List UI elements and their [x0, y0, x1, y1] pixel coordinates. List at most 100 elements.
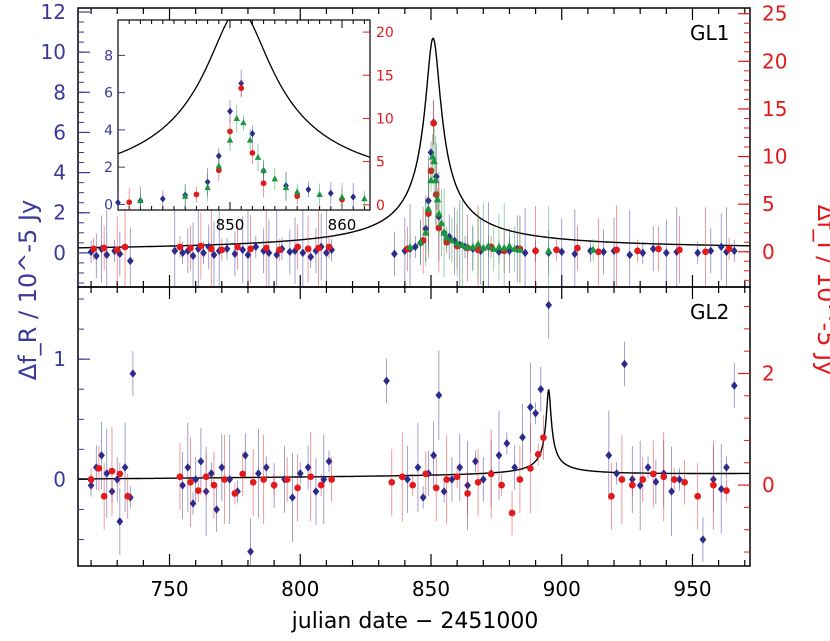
inset-y-left-tick-label: 6 — [104, 86, 113, 102]
y-right-tick-label: 2 — [762, 361, 775, 385]
data-point-i — [95, 464, 103, 472]
data-point-i — [294, 484, 302, 492]
inset-data-point-i — [260, 180, 267, 187]
data-point-i — [594, 248, 602, 256]
data-point-r — [207, 469, 215, 478]
data-point-r — [218, 463, 226, 472]
data-point-v — [406, 242, 414, 250]
y-axis-title-left: Δf_R / 10^-5 Jy — [14, 200, 42, 380]
data-point-i — [194, 487, 202, 495]
data-point-i — [307, 473, 315, 481]
data-point-i — [534, 451, 542, 458]
data-point-r — [184, 463, 192, 472]
data-point-r — [571, 249, 579, 259]
data-point-i — [187, 478, 194, 486]
y-right-tick-label: 20 — [762, 49, 787, 73]
data-points — [87, 287, 738, 566]
data-point-i — [325, 243, 333, 251]
data-point-r — [121, 463, 129, 472]
data-point-r — [255, 469, 262, 478]
data-point-i — [608, 492, 615, 500]
data-points — [87, 100, 738, 287]
data-point-v — [495, 242, 503, 250]
data-point-i — [87, 476, 95, 483]
data-point-r — [448, 475, 456, 484]
y-right-tick-label: 0 — [762, 473, 775, 497]
data-point-i — [618, 476, 626, 483]
data-point-r — [613, 469, 621, 478]
data-point-i — [649, 470, 657, 478]
data-point-i — [315, 244, 322, 252]
data-point-i — [90, 245, 98, 253]
data-point-i — [681, 478, 688, 486]
data-point-v — [510, 244, 519, 252]
data-point-r — [699, 535, 707, 544]
data-point-i — [453, 473, 461, 481]
data-point-i — [262, 244, 270, 252]
y-right-tick-label: 10 — [762, 145, 787, 169]
data-point-v — [516, 245, 524, 253]
data-point-r — [558, 247, 566, 257]
inset-y-left-tick-label: 8 — [104, 48, 113, 64]
data-point-i — [613, 246, 621, 254]
data-point-i — [574, 244, 581, 252]
data-point-v — [469, 242, 477, 250]
data-point-i — [443, 476, 451, 483]
x-tick-label: 900 — [543, 577, 581, 601]
data-point-i — [710, 481, 717, 489]
data-point-i — [124, 492, 132, 500]
data-point-i — [294, 243, 302, 251]
inset-data-point-v — [240, 119, 247, 126]
data-point-r — [179, 248, 186, 258]
data-point-r — [273, 250, 281, 260]
data-point-r — [419, 493, 427, 502]
data-point-i — [275, 246, 283, 254]
model-curve — [78, 389, 750, 480]
data-point-r — [307, 252, 315, 262]
data-point-r — [296, 469, 304, 478]
data-point-i — [526, 464, 534, 472]
data-point-i — [670, 476, 678, 483]
data-point-r — [171, 246, 179, 256]
data-point-i — [202, 473, 210, 481]
inset-data-point-r — [350, 193, 357, 201]
data-point-r — [521, 248, 529, 258]
data-point-i — [432, 484, 440, 492]
data-point-r — [430, 451, 437, 460]
inset-frame — [117, 19, 371, 211]
data-point-i — [474, 478, 482, 486]
inset-data-point-v — [293, 188, 301, 195]
data-point-r — [189, 499, 197, 508]
data-point-r — [605, 451, 613, 460]
data-point-i — [464, 490, 471, 497]
data-point-i — [221, 476, 228, 483]
y-right-tick-label: 15 — [762, 97, 787, 121]
model-line — [78, 389, 750, 480]
data-point-i — [218, 246, 226, 254]
data-point-i — [508, 509, 516, 517]
inset-y-left-tick-label: 2 — [104, 160, 113, 176]
panel-frame — [77, 286, 751, 567]
data-point-r — [472, 457, 479, 466]
data-point-v — [433, 195, 442, 203]
data-point-r — [192, 475, 200, 484]
data-point-i — [197, 242, 205, 250]
data-point-r — [391, 249, 398, 259]
data-point-i — [398, 473, 406, 481]
data-point-r — [600, 247, 607, 257]
data-point-v — [440, 228, 448, 236]
data-point-i — [723, 487, 730, 495]
data-point-v — [500, 243, 508, 251]
inset-data-point-r — [327, 189, 334, 197]
data-point-r — [113, 475, 121, 484]
data-point-i — [676, 246, 683, 254]
inset-data-point-r — [249, 130, 256, 138]
panel-gl1: 0 2 4 6 8 10 12 0 5 10 15 20 25 GL1 850 860 0 2 4 6 8 0 5 10 1… — [41, 0, 787, 288]
inset-data-point-v — [282, 183, 290, 191]
data-point-r — [247, 547, 254, 556]
data-point-v — [431, 176, 440, 184]
y-left-tick-label: 8 — [53, 80, 66, 104]
data-point-i — [532, 247, 539, 255]
y-right-tick-label: 5 — [762, 192, 775, 216]
data-point-r — [451, 236, 458, 246]
